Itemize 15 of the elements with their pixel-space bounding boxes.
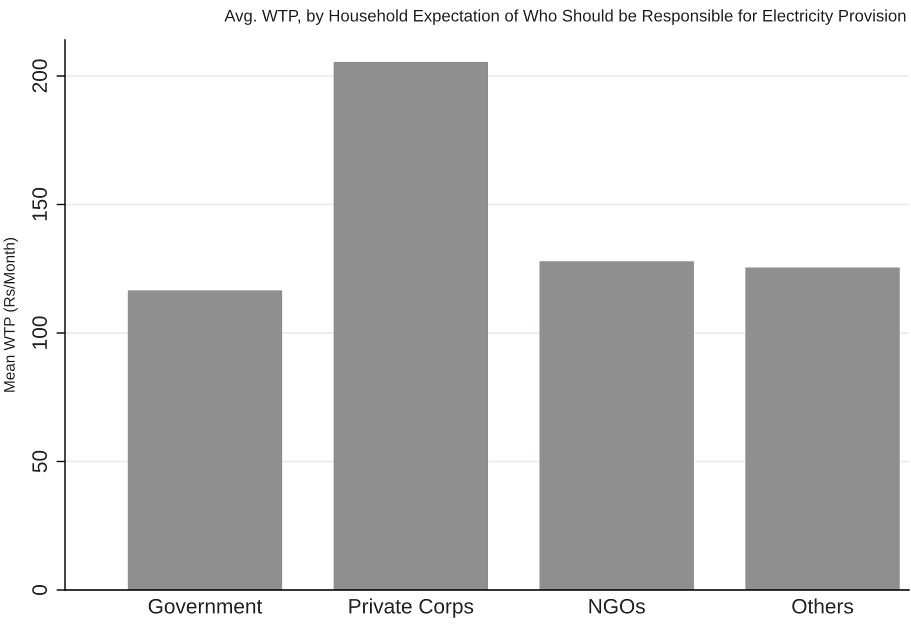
x-tick-label: Others [792,598,854,614]
bar [745,267,900,590]
x-tick-label: Government [148,598,262,614]
y-tick-label: 50 [32,450,47,472]
bar [334,62,488,590]
bar [539,261,694,590]
y-tick-label: 200 [32,59,47,92]
y-tick-label: 100 [32,316,47,349]
y-tick-label: 0 [32,585,47,595]
y-tick-label: 150 [32,188,47,220]
y-axis-title: Mean WTP (Rs/Month) [4,238,18,392]
bar [128,290,282,590]
chart-title: Avg. WTP, by Household Expectation of Who Should be Responsible for Electricity Provision [224,9,906,25]
x-tick-label: NGOs [589,598,645,614]
x-tick-label: Private Corps [349,598,474,618]
